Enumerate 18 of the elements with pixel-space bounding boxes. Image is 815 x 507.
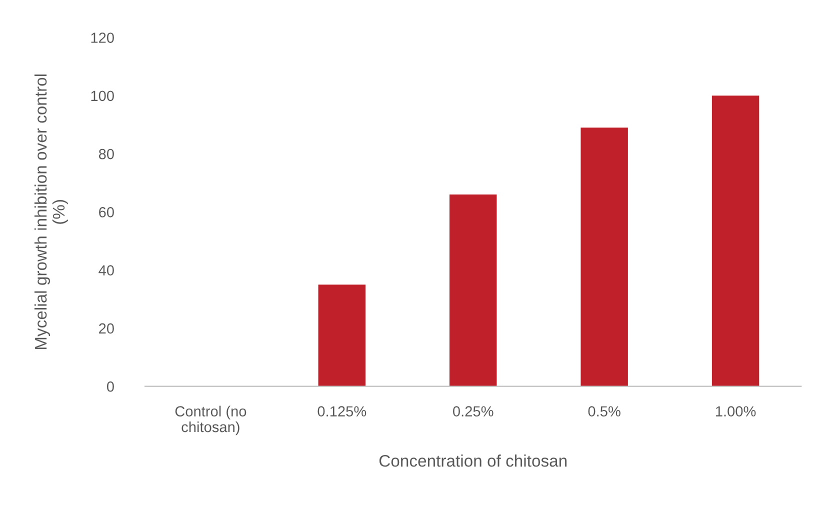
y-tick-label: 20 xyxy=(99,323,114,334)
x-tick-label: 0.25% xyxy=(453,406,494,416)
bar xyxy=(318,284,366,386)
x-axis-title: Concentration of chitosan xyxy=(379,454,567,467)
y-tick-label: 0 xyxy=(106,381,114,392)
x-tick-label: Control (no chitosan) xyxy=(175,406,246,436)
bar xyxy=(449,194,497,386)
x-tick-label: 1.00% xyxy=(716,406,756,416)
x-tick-label: 0.125% xyxy=(318,406,366,416)
bar xyxy=(712,96,760,386)
x-tick-label: 0.5% xyxy=(588,406,620,416)
y-tick-label: 40 xyxy=(98,265,114,276)
y-axis-title: Mycelial growth inhibition over control (%) xyxy=(34,74,68,350)
bar xyxy=(580,128,628,386)
y-tick-label: 60 xyxy=(99,207,114,218)
y-tick-label: 120 xyxy=(91,32,114,43)
y-tick-label: 80 xyxy=(98,148,114,160)
y-tick-label: 100 xyxy=(91,90,114,102)
